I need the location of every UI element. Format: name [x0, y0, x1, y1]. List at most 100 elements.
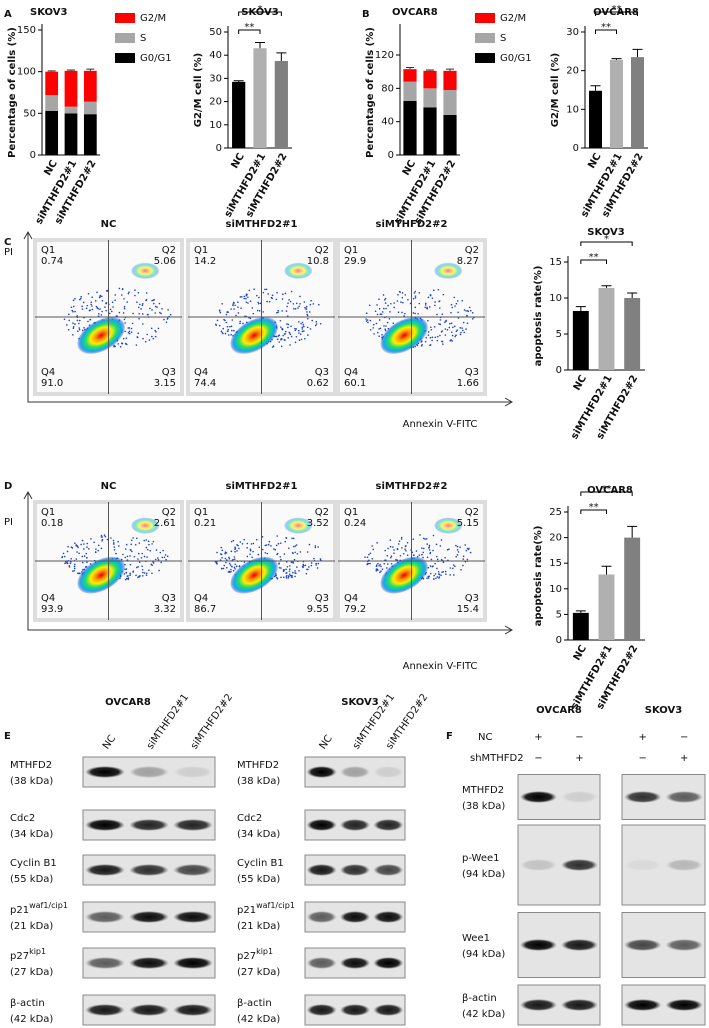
bar-segment [64, 106, 78, 114]
blot-band [306, 766, 337, 778]
event-dot [96, 291, 98, 294]
event-dot [115, 315, 118, 317]
event-dot [140, 557, 143, 559]
event-dot [310, 299, 312, 302]
event-dot [226, 325, 229, 328]
significance-bracket [238, 29, 261, 34]
event-dot [231, 329, 233, 332]
x-tick-label: NC [572, 644, 589, 663]
event-dot [150, 327, 153, 330]
event-dot [285, 568, 287, 571]
event-dot [123, 298, 125, 300]
event-dot [157, 557, 159, 559]
event-dot [402, 301, 404, 304]
event-dot [440, 539, 443, 541]
event-dot [401, 546, 403, 549]
event-dot [138, 575, 141, 578]
event-dot [374, 310, 377, 313]
quadrant-value: 3.52 [307, 518, 329, 529]
blot-band [665, 939, 703, 951]
quadrant-value: 9.55 [307, 604, 329, 615]
blot-band [85, 864, 125, 876]
event-dot [449, 322, 451, 325]
event-dot [299, 333, 302, 335]
quadrant-name: Q3 [162, 593, 176, 604]
bar [572, 612, 589, 640]
event-dot [267, 293, 269, 295]
protein-label: MTHFD2 [462, 785, 504, 796]
event-dot [298, 339, 301, 341]
event-dot [79, 297, 82, 300]
event-dot [294, 329, 297, 332]
event-dot [414, 297, 417, 299]
event-dot [150, 563, 153, 566]
event-dot [388, 318, 391, 320]
significance-bracket [580, 491, 633, 496]
protein-label: β-actin [462, 993, 497, 1004]
event-dot [449, 574, 451, 576]
event-dot [271, 346, 274, 348]
molecular-weight: (21 kDa) [237, 921, 280, 932]
event-dot [145, 292, 148, 294]
event-dot [448, 326, 451, 329]
event-dot [270, 545, 272, 547]
event-dot [285, 330, 287, 333]
event-dot [130, 539, 133, 542]
event-dot [89, 318, 92, 321]
event-dot [216, 319, 219, 322]
panel-label: B [362, 9, 370, 20]
event-dot [428, 306, 431, 308]
event-dot [80, 295, 82, 298]
blot-band [85, 911, 125, 923]
event-dot [101, 538, 104, 541]
event-dot [234, 568, 236, 570]
plot-title: siMTHFD2#2 [376, 481, 448, 492]
blot-band [85, 1004, 125, 1016]
quadrant-value: 74.4 [194, 378, 216, 389]
event-dot [135, 574, 137, 577]
event-dot [145, 546, 148, 549]
event-dot [404, 294, 407, 296]
event-dot [267, 543, 270, 546]
molecular-weight: (38 kDa) [462, 801, 505, 812]
event-dot [307, 334, 309, 336]
quadrant-name: Q2 [315, 245, 329, 256]
event-dot [287, 326, 289, 329]
event-dot [141, 303, 144, 305]
protein-label: p21waf1/cip1 [10, 901, 68, 917]
error-bar [627, 525, 638, 538]
event-dot [307, 317, 309, 320]
event-dot [132, 570, 135, 572]
event-dot [128, 330, 131, 333]
event-dot [88, 309, 91, 312]
group-title: SKOV3 [645, 705, 682, 716]
y-tick-label: 0 [556, 635, 562, 646]
event-dot [445, 319, 447, 322]
event-dot [424, 304, 427, 306]
event-dot [220, 546, 223, 549]
quadrant-name: Q4 [41, 367, 55, 378]
event-dot [433, 574, 435, 577]
event-dot [290, 335, 293, 338]
event-dot [429, 565, 432, 567]
event-dot [109, 308, 112, 311]
quadrant-value: 79.2 [344, 604, 366, 615]
event-dot [250, 543, 253, 545]
event-dot [98, 313, 100, 315]
event-dot [301, 321, 304, 324]
blot-band [373, 911, 404, 923]
event-dot [456, 300, 459, 302]
protein-name: Wee1 [462, 933, 490, 944]
event-dot [221, 549, 224, 552]
event-dot [315, 323, 318, 325]
event-dot [469, 551, 472, 554]
condition-sign: − [575, 732, 583, 743]
event-dot [243, 297, 245, 300]
event-dot [385, 307, 387, 310]
event-dot [81, 329, 84, 332]
significance-label: ** [601, 22, 611, 33]
event-dot [230, 325, 233, 328]
event-dot [437, 570, 440, 573]
error-bar [406, 67, 414, 70]
event-dot [301, 330, 304, 333]
